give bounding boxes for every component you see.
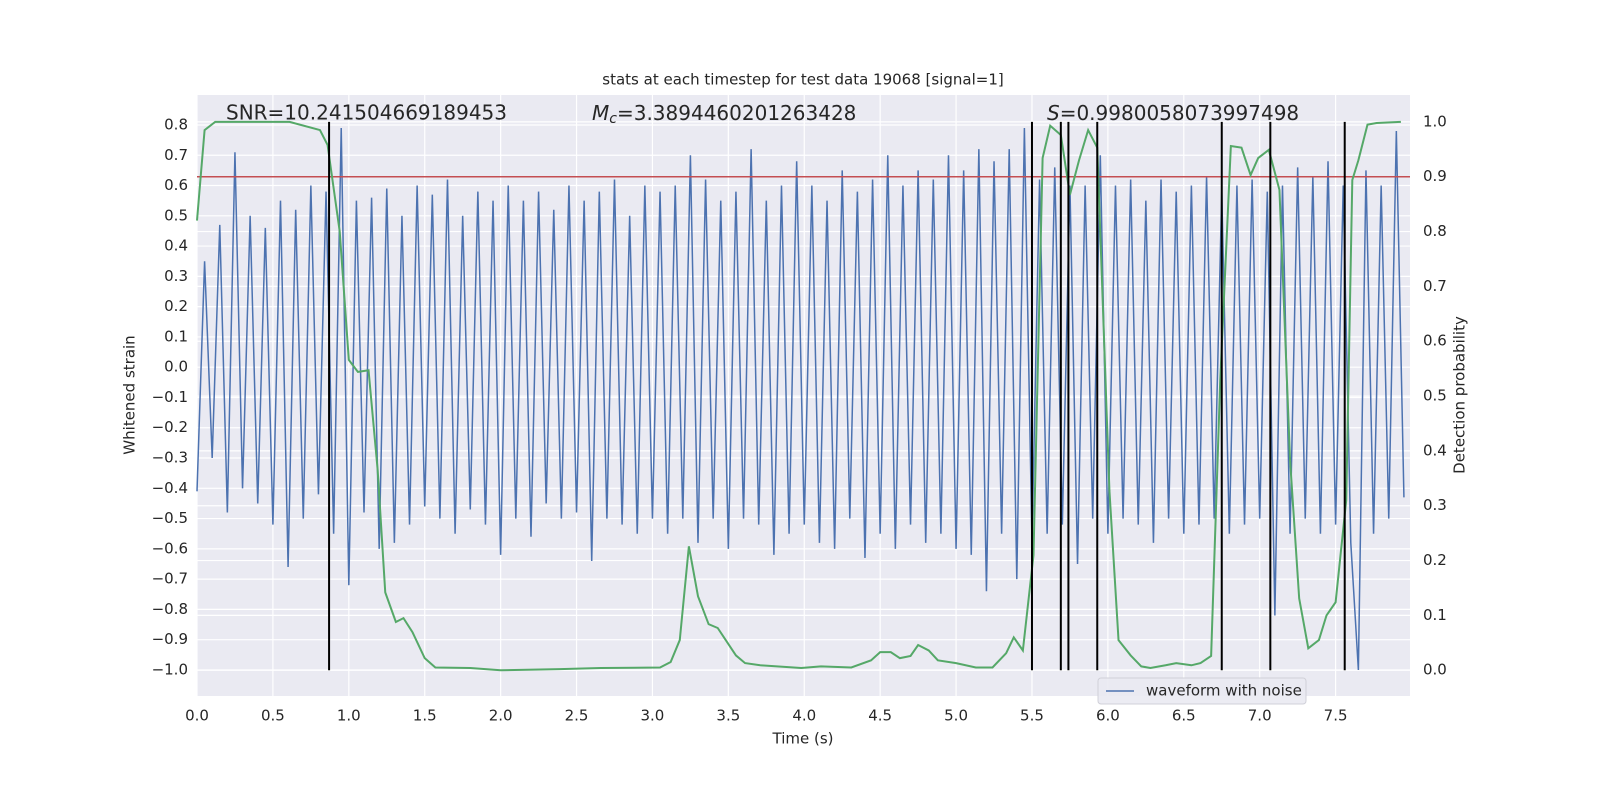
y-tick-label: 0.4 xyxy=(164,237,188,255)
y-tick-label: −1.0 xyxy=(152,660,188,678)
x-axis-label: Time (s) xyxy=(772,730,834,748)
y2-tick-label: 0.9 xyxy=(1423,167,1447,185)
y2-tick-label: 0.5 xyxy=(1423,387,1447,405)
x-tick-label: 2.5 xyxy=(565,707,589,725)
y-tick-label: −0.3 xyxy=(152,449,188,467)
y2-axis-label: Detection probability xyxy=(1451,316,1469,474)
y-tick-label: −0.7 xyxy=(152,570,188,588)
y2-tick-label: 0.3 xyxy=(1423,496,1447,514)
y-tick-label: −0.8 xyxy=(152,600,188,618)
y2-tick-label: 0.8 xyxy=(1423,222,1447,240)
y-tick-label: 0.2 xyxy=(164,297,188,315)
y-tick-label: 0.6 xyxy=(164,176,188,194)
y-tick-label: 0.1 xyxy=(164,327,188,345)
annotation-subscript: c xyxy=(609,111,617,127)
legend-label: waveform with noise xyxy=(1146,682,1302,700)
y-tick-label: −0.4 xyxy=(152,479,188,497)
y2-tick-label: 0.7 xyxy=(1423,277,1447,295)
x-tick-label: 0.0 xyxy=(185,707,209,725)
x-tick-label: 1.0 xyxy=(337,707,361,725)
y2-tick-label: 0.4 xyxy=(1423,441,1447,459)
annotation: S=0.9980058073997498 xyxy=(1047,101,1299,125)
legend-box xyxy=(1097,677,1307,705)
x-tick-label: 5.5 xyxy=(1020,707,1044,725)
annotation: SNR=10.241504669189453 xyxy=(226,101,507,125)
x-tick-label: 7.0 xyxy=(1248,707,1272,725)
y-tick-label: −0.9 xyxy=(152,630,188,648)
y2-tick-label: 0.6 xyxy=(1423,332,1447,350)
annotation: Mc=3.3894460201263428 xyxy=(592,101,856,128)
x-tick-label: 2.0 xyxy=(489,707,513,725)
x-tick-label: 3.5 xyxy=(716,707,740,725)
y-tick-label: 0.7 xyxy=(164,146,188,164)
x-tick-label: 6.0 xyxy=(1096,707,1120,725)
y2-tick-label: 0.2 xyxy=(1423,551,1447,569)
y-tick-label: 0.0 xyxy=(164,358,188,376)
x-tick-label: 4.0 xyxy=(792,707,816,725)
y-tick-label: −0.2 xyxy=(152,418,188,436)
y-tick-label: −0.1 xyxy=(152,388,188,406)
series-line xyxy=(196,127,1405,671)
annotation-symbol: S xyxy=(1047,101,1060,125)
x-tick-label: 7.5 xyxy=(1324,707,1348,725)
x-tick-label: 3.0 xyxy=(641,707,665,725)
annotation-symbol: M xyxy=(592,101,609,125)
y-axis-label: Whitened strain xyxy=(121,335,139,454)
y-tick-label: −0.6 xyxy=(152,539,188,557)
y-tick-label: 0.5 xyxy=(164,206,188,224)
y-tick-label: 0.8 xyxy=(164,115,188,133)
x-tick-label: 4.5 xyxy=(868,707,892,725)
chart-title: stats at each timestep for test data 190… xyxy=(602,71,1003,89)
x-tick-label: 1.5 xyxy=(413,707,437,725)
y2-tick-label: 0.1 xyxy=(1423,606,1447,624)
annotation-text: =3.3894460201263428 xyxy=(617,101,856,125)
x-tick-label: 6.5 xyxy=(1172,707,1196,725)
y-tick-label: −0.5 xyxy=(152,509,188,527)
x-tick-label: 0.5 xyxy=(261,707,285,725)
annotation-text: =0.9980058073997498 xyxy=(1060,101,1299,125)
y-tick-label: 0.3 xyxy=(164,267,188,285)
x-tick-label: 5.0 xyxy=(944,707,968,725)
y2-tick-label: 1.0 xyxy=(1423,112,1447,130)
y2-tick-label: 0.0 xyxy=(1423,661,1447,679)
series-line xyxy=(196,120,1401,672)
